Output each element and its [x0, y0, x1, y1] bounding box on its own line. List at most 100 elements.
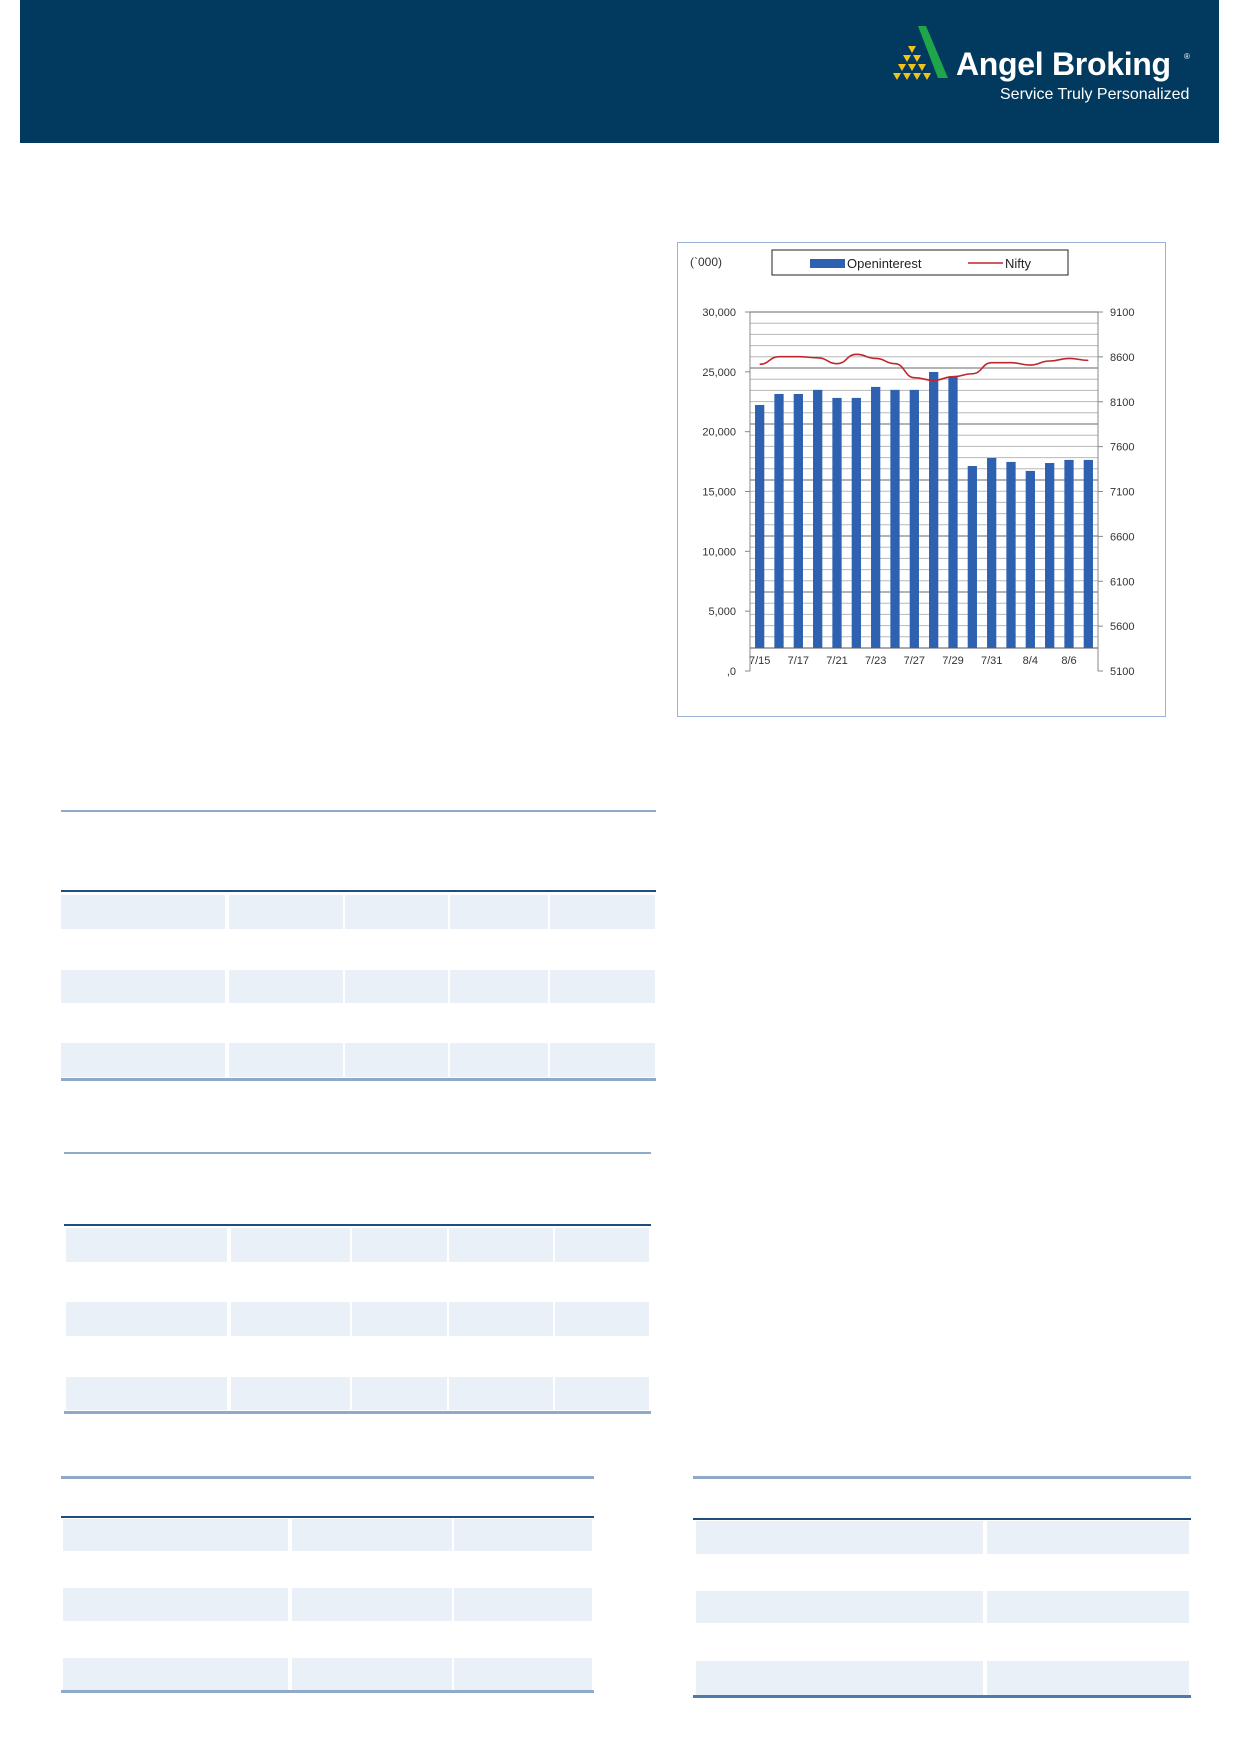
x-tick-label: 7/29: [942, 655, 963, 667]
table-bottom-rule: [61, 1690, 594, 1693]
bar-7/23: [871, 386, 881, 648]
bar-7/24: [890, 389, 900, 648]
table-cell: [449, 1377, 553, 1410]
table-header-rule: [64, 1224, 651, 1226]
right-tick-label: 8600: [1110, 352, 1134, 364]
nifty-line: [759, 353, 1089, 382]
brand-tagline: Service Truly Personalized: [1000, 86, 1190, 103]
table-header-rule: [61, 890, 656, 892]
table-header-rule: [693, 1518, 1191, 1520]
unit-label: (`000): [690, 255, 722, 269]
table-header-rule: [61, 1516, 594, 1518]
x-tick-label: 7/15: [749, 655, 770, 667]
table-cell: [345, 895, 448, 929]
table-cell: [454, 1658, 592, 1690]
brand-name: Angel Broking: [956, 46, 1171, 82]
right-tick-label: 6600: [1110, 531, 1134, 543]
x-tick-label: 7/31: [981, 655, 1002, 667]
table-cell: [345, 1043, 448, 1077]
table-cell: [231, 1302, 350, 1336]
x-tick-label: 7/17: [788, 655, 809, 667]
bar-7/20: [813, 389, 823, 648]
table-cell: [66, 1377, 227, 1410]
table-cell: [450, 970, 548, 1003]
table-cell: [987, 1591, 1189, 1623]
table-cell: [454, 1588, 592, 1621]
x-tick-label: 7/27: [904, 655, 925, 667]
right-tick-label: 7100: [1110, 487, 1134, 499]
bar-7/31: [987, 457, 997, 648]
left-tick-label: 10,000: [702, 546, 736, 558]
table-cell: [66, 1228, 227, 1262]
x-tick-label: 8/6: [1061, 655, 1076, 667]
table-cell: [696, 1661, 983, 1695]
table-cell: [63, 1588, 288, 1621]
table-2: [64, 1152, 651, 1414]
left-tick-label: ,0: [727, 666, 736, 678]
table-cell: [229, 1043, 343, 1077]
table-1: [61, 810, 656, 1082]
table-cell: [449, 1302, 553, 1336]
table-cell: [229, 970, 343, 1003]
table-cell: [696, 1591, 983, 1623]
table-cell: [345, 970, 448, 1003]
angel-broking-logo: Angel Broking ® Service Truly Personaliz…: [888, 24, 1190, 114]
right-tick-label: 5100: [1110, 666, 1134, 678]
table-cell: [987, 1521, 1189, 1554]
table-cell: [63, 1519, 288, 1551]
table-cell: [450, 1043, 548, 1077]
x-tick-label: 8/4: [1023, 655, 1038, 667]
table-4: [693, 1476, 1191, 1698]
bar-7/21: [832, 397, 842, 648]
bar-7/28: [929, 371, 939, 648]
table-cell: [550, 970, 655, 1003]
legend-label-nifty: Nifty: [1005, 256, 1032, 271]
right-tick-label: 7600: [1110, 442, 1134, 454]
table-cell: [550, 1043, 655, 1077]
table-cell: [63, 1658, 288, 1690]
logo-triangle-icon: [893, 26, 948, 80]
right-tick-label: 8100: [1110, 397, 1134, 409]
right-tick-label: 5600: [1110, 621, 1134, 633]
table-cell: [555, 1228, 649, 1262]
bar-7/29: [948, 376, 958, 648]
table-cell: [449, 1228, 553, 1262]
bar-8/6: [1064, 459, 1074, 648]
right-tick-label: 9100: [1110, 307, 1134, 319]
bar-7/30: [967, 466, 977, 648]
right-tick-label: 6100: [1110, 576, 1134, 588]
table-cell: [555, 1302, 649, 1336]
table-cell: [66, 1302, 227, 1336]
table-cell: [231, 1228, 350, 1262]
chart-svg: ,0 5,000 10,000 15,000 20,000 25,000 30,000 510…: [690, 249, 1134, 678]
table-cell: [292, 1658, 452, 1690]
left-tick-label: 30,000: [702, 307, 736, 319]
table-cell: [696, 1521, 983, 1554]
table-cell: [454, 1519, 592, 1551]
table-cell: [987, 1661, 1189, 1695]
table-top-rule: [64, 1152, 651, 1154]
bar-8/5: [1045, 463, 1055, 648]
left-tick-label: 25,000: [702, 367, 736, 379]
table-cell: [61, 970, 225, 1003]
table-cell: [352, 1302, 447, 1336]
x-tick-label: 7/23: [865, 655, 886, 667]
table-bottom-rule: [64, 1411, 651, 1414]
table-cell: [231, 1377, 350, 1410]
table-bottom-rule: [61, 1078, 656, 1081]
table-cell: [292, 1519, 452, 1551]
bar-7/15: [755, 404, 765, 648]
left-tick-label: 15,000: [702, 487, 736, 499]
bar-8/3: [1006, 461, 1016, 648]
registered-mark: ®: [1184, 52, 1190, 61]
table-bottom-rule: [693, 1695, 1191, 1698]
table-top-rule: [693, 1476, 1191, 1479]
table-cell: [292, 1588, 452, 1621]
table-3: [61, 1476, 594, 1694]
legend-label-openinterest: Openinterest: [847, 256, 922, 271]
bar-7/16: [774, 393, 784, 648]
table-top-rule: [61, 1476, 594, 1479]
bar-7/27: [909, 389, 919, 648]
table-cell: [61, 1043, 225, 1077]
table-cell: [229, 895, 343, 929]
